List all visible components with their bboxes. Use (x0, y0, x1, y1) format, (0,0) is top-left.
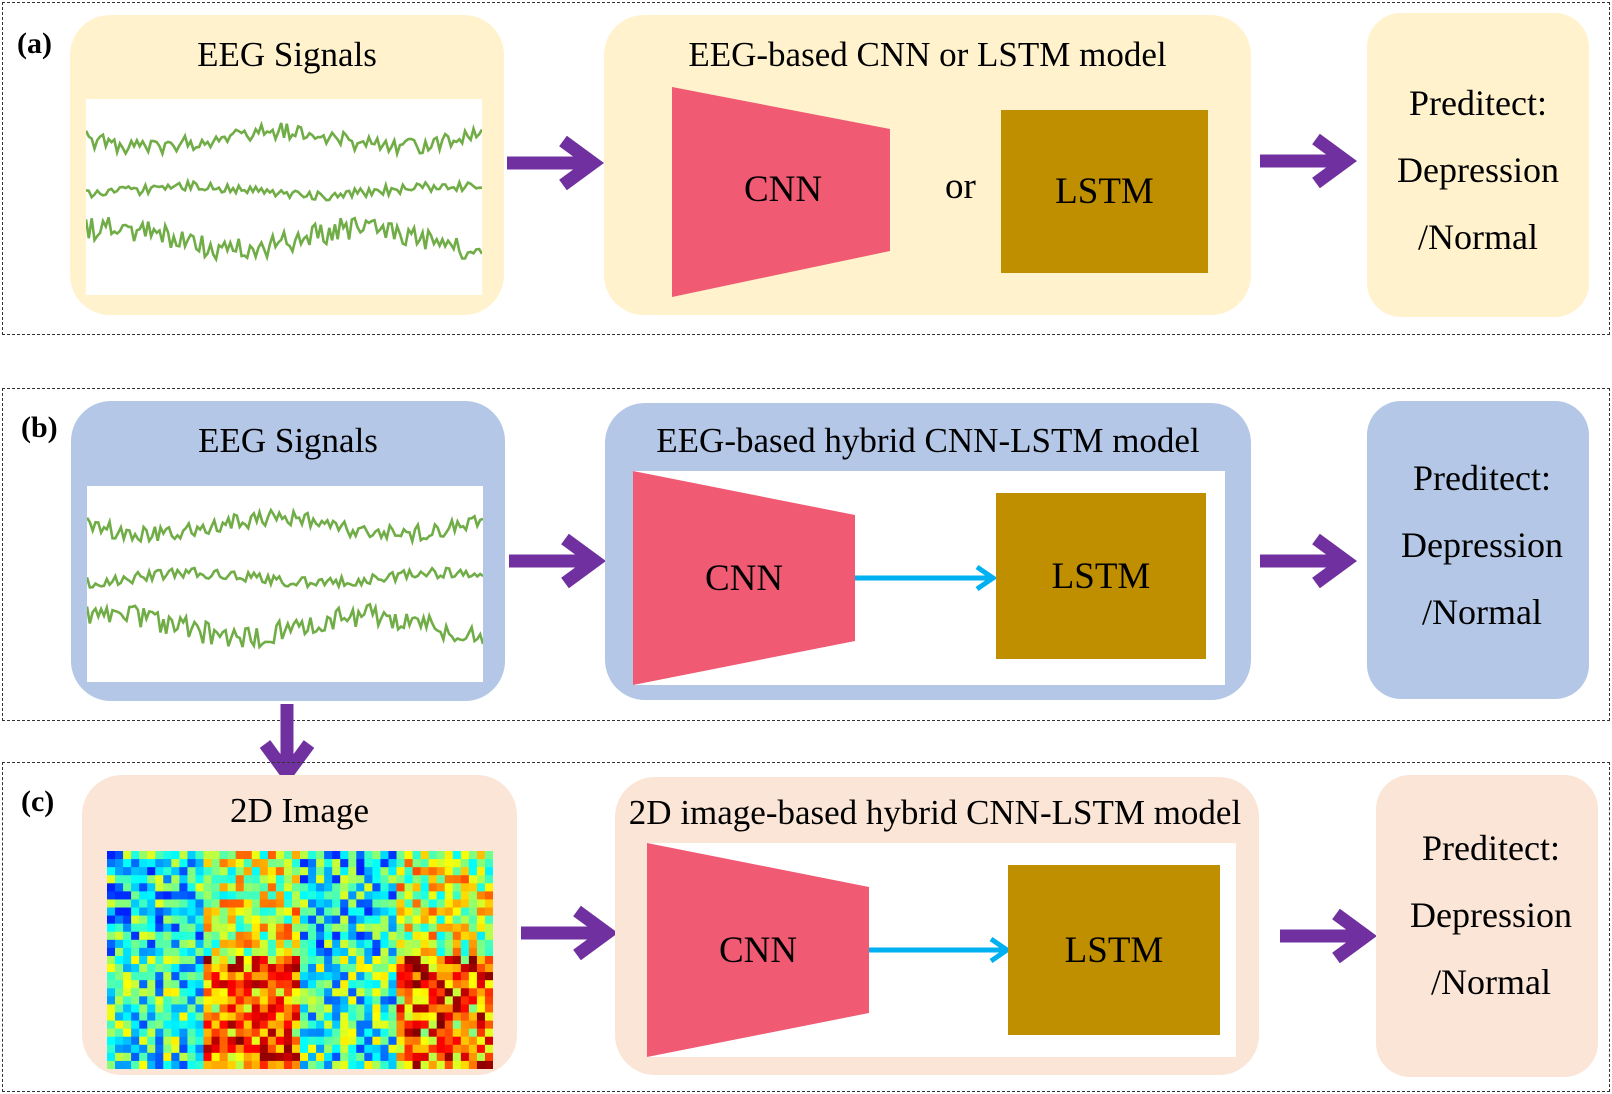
panel-a: (a) EEG Signals EEG-based CNN or LSTM mo… (2, 2, 1610, 335)
panel-c-model-box: 2D image-based hybrid CNN-LSTM model CNN… (615, 777, 1259, 1075)
eeg-trace (87, 566, 483, 591)
panel-a-cnn-label: CNN (744, 169, 823, 210)
panel-b-model-title: EEG-based hybrid CNN-LSTM model (656, 421, 1200, 460)
panel-a-prediction-box: Preditect: Depression /Normal (1367, 13, 1589, 317)
pred-line-1: Preditect: (1422, 828, 1560, 868)
panel-b-model-canvas: CNN LSTM (633, 471, 1225, 685)
panel-a-input-title: EEG Signals (197, 35, 377, 74)
right-arrow-icon (1260, 133, 1357, 189)
panel-c-prediction-text: Preditect: Depression /Normal (1384, 815, 1598, 1016)
eeg-trace (87, 602, 483, 650)
panel-a-input-box: EEG Signals (70, 15, 504, 315)
heatmap-image-icon (107, 851, 493, 1069)
panel-a-label: (a) (17, 27, 52, 60)
pred-line-3: /Normal (1422, 592, 1542, 632)
cnn-trapezoid-icon (647, 843, 869, 1057)
panel-c-label: (c) (21, 785, 55, 818)
panel-a-prediction-text: Preditect: Depression /Normal (1367, 70, 1589, 271)
right-arrow-icon (869, 936, 1012, 964)
pred-line-3: /Normal (1431, 962, 1551, 1002)
down-arrow-icon (259, 704, 315, 782)
panel-a-lstm-block: LSTM (1001, 110, 1208, 273)
right-arrow-icon (855, 564, 998, 592)
panel-c-input-box: 2D Image (82, 775, 517, 1075)
panel-b-lstm-block: LSTM (996, 493, 1206, 659)
pred-line-1: Preditect: (1413, 458, 1551, 498)
eeg-trace (86, 120, 482, 159)
panel-b: (b) EEG Signals EEG-based hybrid CNN-LST… (2, 388, 1610, 721)
pred-line-3: /Normal (1418, 217, 1538, 257)
panel-a-model-box: EEG-based CNN or LSTM model CNN or LSTM (604, 15, 1251, 315)
panel-b-input-title: EEG Signals (198, 421, 378, 460)
panel-b-prediction-text: Preditect: Depression /Normal (1375, 445, 1589, 646)
panel-a-or-label: or (945, 166, 976, 207)
panel-a-model-title: EEG-based CNN or LSTM model (688, 35, 1167, 74)
panel-c-lstm-block: LSTM (1008, 865, 1220, 1035)
eeg-waveform-icon (87, 486, 483, 682)
panel-c-model-title: 2D image-based hybrid CNN-LSTM model (628, 793, 1242, 832)
right-arrow-icon (509, 533, 606, 589)
pred-line-1: Preditect: (1409, 83, 1547, 123)
panel-c: (c) 2D Image 2D image-based hybrid CNN-L… (2, 762, 1610, 1092)
right-arrow-icon (507, 135, 604, 191)
panel-c-prediction-box: Preditect: Depression /Normal (1376, 775, 1598, 1077)
pred-line-2: Depression (1397, 150, 1559, 190)
panel-b-prediction-box: Preditect: Depression /Normal (1367, 401, 1589, 699)
right-arrow-icon (521, 905, 618, 961)
cnn-trapezoid-icon (633, 471, 855, 685)
panel-c-model-canvas: CNN LSTM (647, 843, 1236, 1057)
panel-b-model-box: EEG-based hybrid CNN-LSTM model CNN LSTM (605, 403, 1251, 700)
panel-b-cnn-label: CNN (705, 558, 784, 599)
eeg-trace (86, 177, 482, 202)
cnn-trapezoid-icon (672, 87, 890, 297)
eeg-trace (87, 507, 483, 547)
pred-line-2: Depression (1410, 895, 1572, 935)
panel-b-label: (b) (21, 411, 58, 444)
right-arrow-icon (1260, 533, 1357, 589)
eeg-waveform-icon (86, 99, 482, 295)
panel-c-input-title: 2D Image (230, 791, 369, 830)
pred-line-2: Depression (1401, 525, 1563, 565)
right-arrow-icon (1280, 908, 1377, 964)
eeg-trace (86, 216, 482, 263)
panel-b-input-box: EEG Signals (71, 401, 505, 701)
panel-c-cnn-label: CNN (719, 930, 798, 971)
